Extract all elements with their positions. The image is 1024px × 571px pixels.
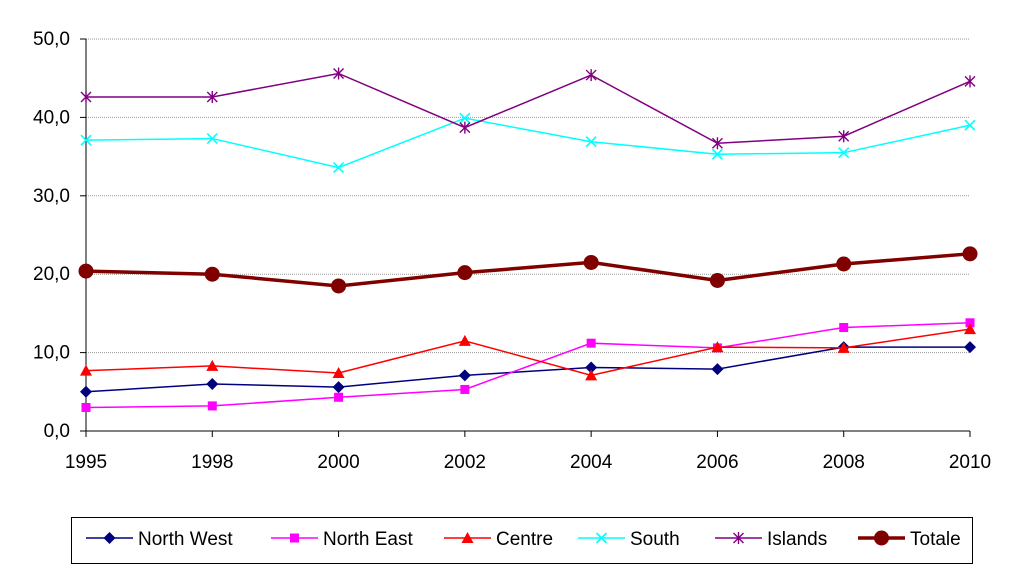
data-point-south	[206, 133, 218, 145]
series-line-islands	[86, 72, 971, 145]
x-tick-label: 2004	[570, 452, 613, 473]
data-point-centre	[332, 366, 345, 378]
legend-marker	[595, 532, 608, 544]
y-tick-label: 10,0	[33, 343, 70, 364]
series-centre	[80, 323, 976, 381]
data-point-totale	[709, 272, 725, 288]
legend-box	[71, 517, 973, 564]
data-point-islands	[838, 130, 850, 143]
legend-label: Totale	[910, 529, 961, 550]
data-point-islands	[206, 91, 218, 104]
data-point-totale	[962, 246, 978, 262]
data-point-centre	[964, 323, 976, 335]
legend-item-totale: Totale	[858, 529, 961, 550]
data-point-totale	[78, 263, 94, 279]
data-point-totale	[583, 254, 599, 270]
data-point-north-west	[964, 341, 976, 354]
data-point-totale	[204, 266, 220, 282]
x-tick-label: 2010	[949, 452, 991, 473]
data-point-north-west	[80, 385, 92, 398]
legend-label: South	[630, 529, 680, 550]
data-point-north-west	[458, 369, 471, 382]
data-point-south	[711, 148, 723, 160]
series-line-centre	[85, 328, 971, 377]
data-point-centre	[585, 369, 598, 381]
data-point-north-west	[332, 381, 345, 394]
data-point-centre	[458, 334, 471, 346]
series-line-south	[85, 117, 971, 169]
data-point-totale	[457, 265, 473, 281]
y-tick-label: 50,0	[33, 29, 70, 50]
x-tick-label: 2006	[696, 452, 738, 473]
y-tick-label: 40,0	[33, 107, 70, 128]
series-north-east	[81, 318, 975, 412]
data-point-north-east	[334, 392, 344, 402]
y-tick-label: 30,0	[33, 186, 70, 207]
data-point-islands	[964, 75, 976, 88]
data-point-totale	[331, 278, 347, 294]
x-tick-label: 1995	[65, 452, 107, 473]
legend-marker	[290, 533, 299, 543]
x-tick-label: 2002	[444, 452, 486, 473]
series-north-west	[80, 341, 976, 398]
legend-marker	[874, 530, 889, 546]
legend-marker	[461, 532, 474, 543]
data-point-north-east	[81, 402, 91, 412]
series-totale	[78, 246, 978, 294]
legend-label: North West	[138, 529, 233, 550]
data-point-south	[964, 119, 976, 131]
data-point-north-east	[586, 338, 596, 348]
legend-item-islands: Islands	[715, 529, 827, 550]
data-point-centre	[206, 359, 219, 371]
series-line-totale	[85, 252, 971, 288]
data-point-totale	[836, 256, 852, 272]
legend-label: North East	[323, 529, 413, 550]
x-tick-label: 2000	[317, 452, 359, 473]
legend: North West North East Centre South Islands To…	[71, 517, 973, 564]
y-tick-label: 0,0	[44, 421, 70, 442]
series-islands	[80, 67, 976, 150]
data-point-north-west	[711, 363, 724, 376]
data-point-islands	[333, 67, 345, 80]
data-point-south	[585, 136, 597, 148]
data-point-islands	[80, 91, 92, 104]
y-tick-label: 20,0	[33, 264, 70, 285]
gridlines	[86, 38, 970, 354]
data-point-north-west	[206, 377, 219, 390]
data-point-south	[333, 162, 345, 174]
x-tick-label: 1998	[191, 452, 233, 473]
legend-label: Islands	[767, 529, 827, 550]
series-line-north-west	[85, 346, 970, 393]
data-point-islands	[585, 69, 597, 82]
data-point-south	[459, 112, 471, 124]
data-point-centre	[80, 364, 92, 376]
data-point-south	[80, 134, 92, 146]
data-point-south	[838, 147, 850, 159]
legend-item-north-east: North East	[271, 529, 413, 550]
legend-marker	[733, 532, 744, 544]
x-tick-label: 2008	[823, 452, 865, 473]
data-point-north-east	[965, 318, 975, 328]
axes: 0,0 10,0 20,0 30,0 40,0 50,0 1995 1998 2000 2002 2…	[33, 29, 991, 473]
series-line-north-east	[85, 322, 971, 409]
data-point-north-west	[585, 361, 598, 374]
legend-item-north-west: North West	[86, 529, 233, 550]
series-south	[80, 112, 976, 174]
legend-marker	[103, 532, 116, 544]
legend-item-centre: Centre	[444, 529, 553, 550]
data-point-north-east	[839, 323, 849, 333]
data-point-islands	[711, 137, 723, 150]
legend-label: Centre	[496, 529, 553, 550]
data-point-north-east	[460, 384, 470, 394]
data-point-centre	[711, 341, 724, 353]
data-point-centre	[837, 341, 850, 353]
data-point-north-east	[207, 401, 217, 411]
data-point-islands	[459, 121, 471, 134]
legend-item-south: South	[578, 529, 680, 550]
series-lines	[78, 67, 978, 412]
